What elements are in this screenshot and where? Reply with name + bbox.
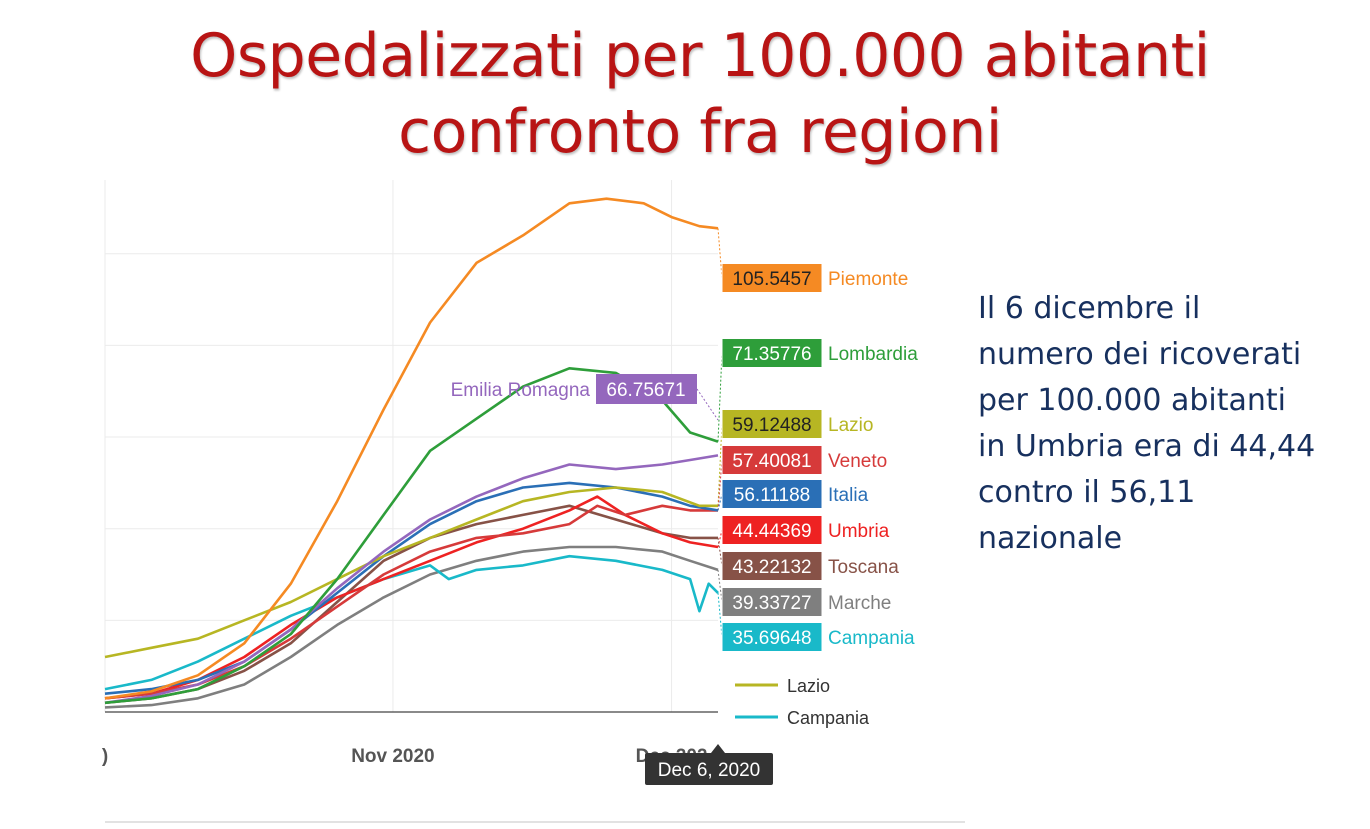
label-connector — [717, 569, 723, 603]
annotation-line: in Umbria era di 44,44 — [978, 429, 1316, 464]
end-label-box — [721, 551, 823, 581]
title-line-2: confronto fra regioni — [398, 97, 1002, 167]
end-label-value: 71.35776 — [732, 344, 811, 365]
end-label-name: Veneto — [828, 451, 887, 472]
end-label-name: Italia — [828, 485, 869, 506]
label-connector — [717, 493, 723, 511]
end-label-box — [721, 445, 823, 475]
series-line-veneto — [104, 504, 718, 700]
end-label-name: Marche — [828, 593, 891, 614]
end-label-box — [721, 622, 823, 652]
title-line-1: Ospedalizzati per 100.000 abitanti — [190, 21, 1210, 91]
end-label-value: 35.69648 — [732, 628, 811, 649]
callout-connector — [696, 388, 719, 421]
end-label-value: 44.44369 — [732, 521, 811, 542]
slide-title: Ospedalizzati per 100.000 abitanti confr… — [0, 18, 1370, 170]
annotation-line: nazionale — [978, 521, 1123, 556]
tooltip-box — [645, 753, 773, 785]
end-label-value: 56.11188 — [734, 485, 810, 506]
label-connector — [717, 423, 723, 506]
tooltip-pointer — [711, 744, 725, 753]
end-label-box — [721, 409, 823, 439]
series-line-umbria — [104, 495, 719, 700]
legend-label: Campania — [787, 708, 870, 728]
label-connector — [717, 352, 723, 442]
callout-box — [596, 374, 697, 404]
annotation-line: contro il 56,11 — [978, 475, 1196, 510]
label-connector — [717, 592, 723, 638]
tooltip-date: Dec 6, 2020 — [658, 760, 760, 781]
series-line-marche — [104, 545, 719, 709]
annotation-line: Il 6 dicembre il — [978, 291, 1201, 326]
end-label-box — [721, 338, 823, 368]
series-line-lazio — [104, 486, 718, 659]
series-line-campania — [104, 554, 719, 691]
label-connector — [717, 228, 723, 279]
end-label-value: 105.5457 — [732, 269, 811, 290]
end-label-name: Umbria — [828, 521, 890, 542]
annotation-line: numero dei ricoverati — [978, 337, 1302, 372]
x-tick-label: ) — [102, 746, 108, 767]
series-line-toscana — [104, 504, 718, 705]
series-line-emilia-romagna — [104, 454, 719, 705]
series-line-italia — [104, 481, 719, 695]
legend-label: Lazio — [787, 676, 830, 696]
end-label-value: 57.40081 — [732, 451, 811, 472]
end-label-value: 39.33727 — [732, 593, 811, 614]
label-connector — [717, 459, 723, 511]
callout-label: Emilia Romagna — [451, 380, 591, 401]
annotation-line: per 100.000 abitanti — [978, 383, 1286, 418]
end-label-name: Campania — [828, 628, 915, 649]
annotation-text: Il 6 dicembre il numero dei ricoverati per… — [978, 286, 1358, 562]
end-label-name: Lazio — [828, 415, 873, 436]
x-tick-label: Nov 2020 — [351, 746, 434, 767]
end-label-name: Piemonte — [828, 269, 908, 290]
callout-value: 66.75671 — [606, 380, 685, 401]
end-label-box — [721, 263, 823, 293]
end-label-value: 59.12488 — [732, 415, 811, 436]
end-label-box — [721, 515, 823, 545]
label-connector — [717, 529, 723, 548]
label-connector — [717, 537, 723, 567]
end-label-value: 43.22132 — [732, 557, 811, 578]
series-line-piemonte — [104, 197, 719, 700]
end-label-name: Lombardia — [828, 344, 918, 365]
end-label-box — [721, 587, 823, 617]
end-label-box — [721, 479, 823, 509]
end-label-name: Toscana — [828, 557, 899, 578]
